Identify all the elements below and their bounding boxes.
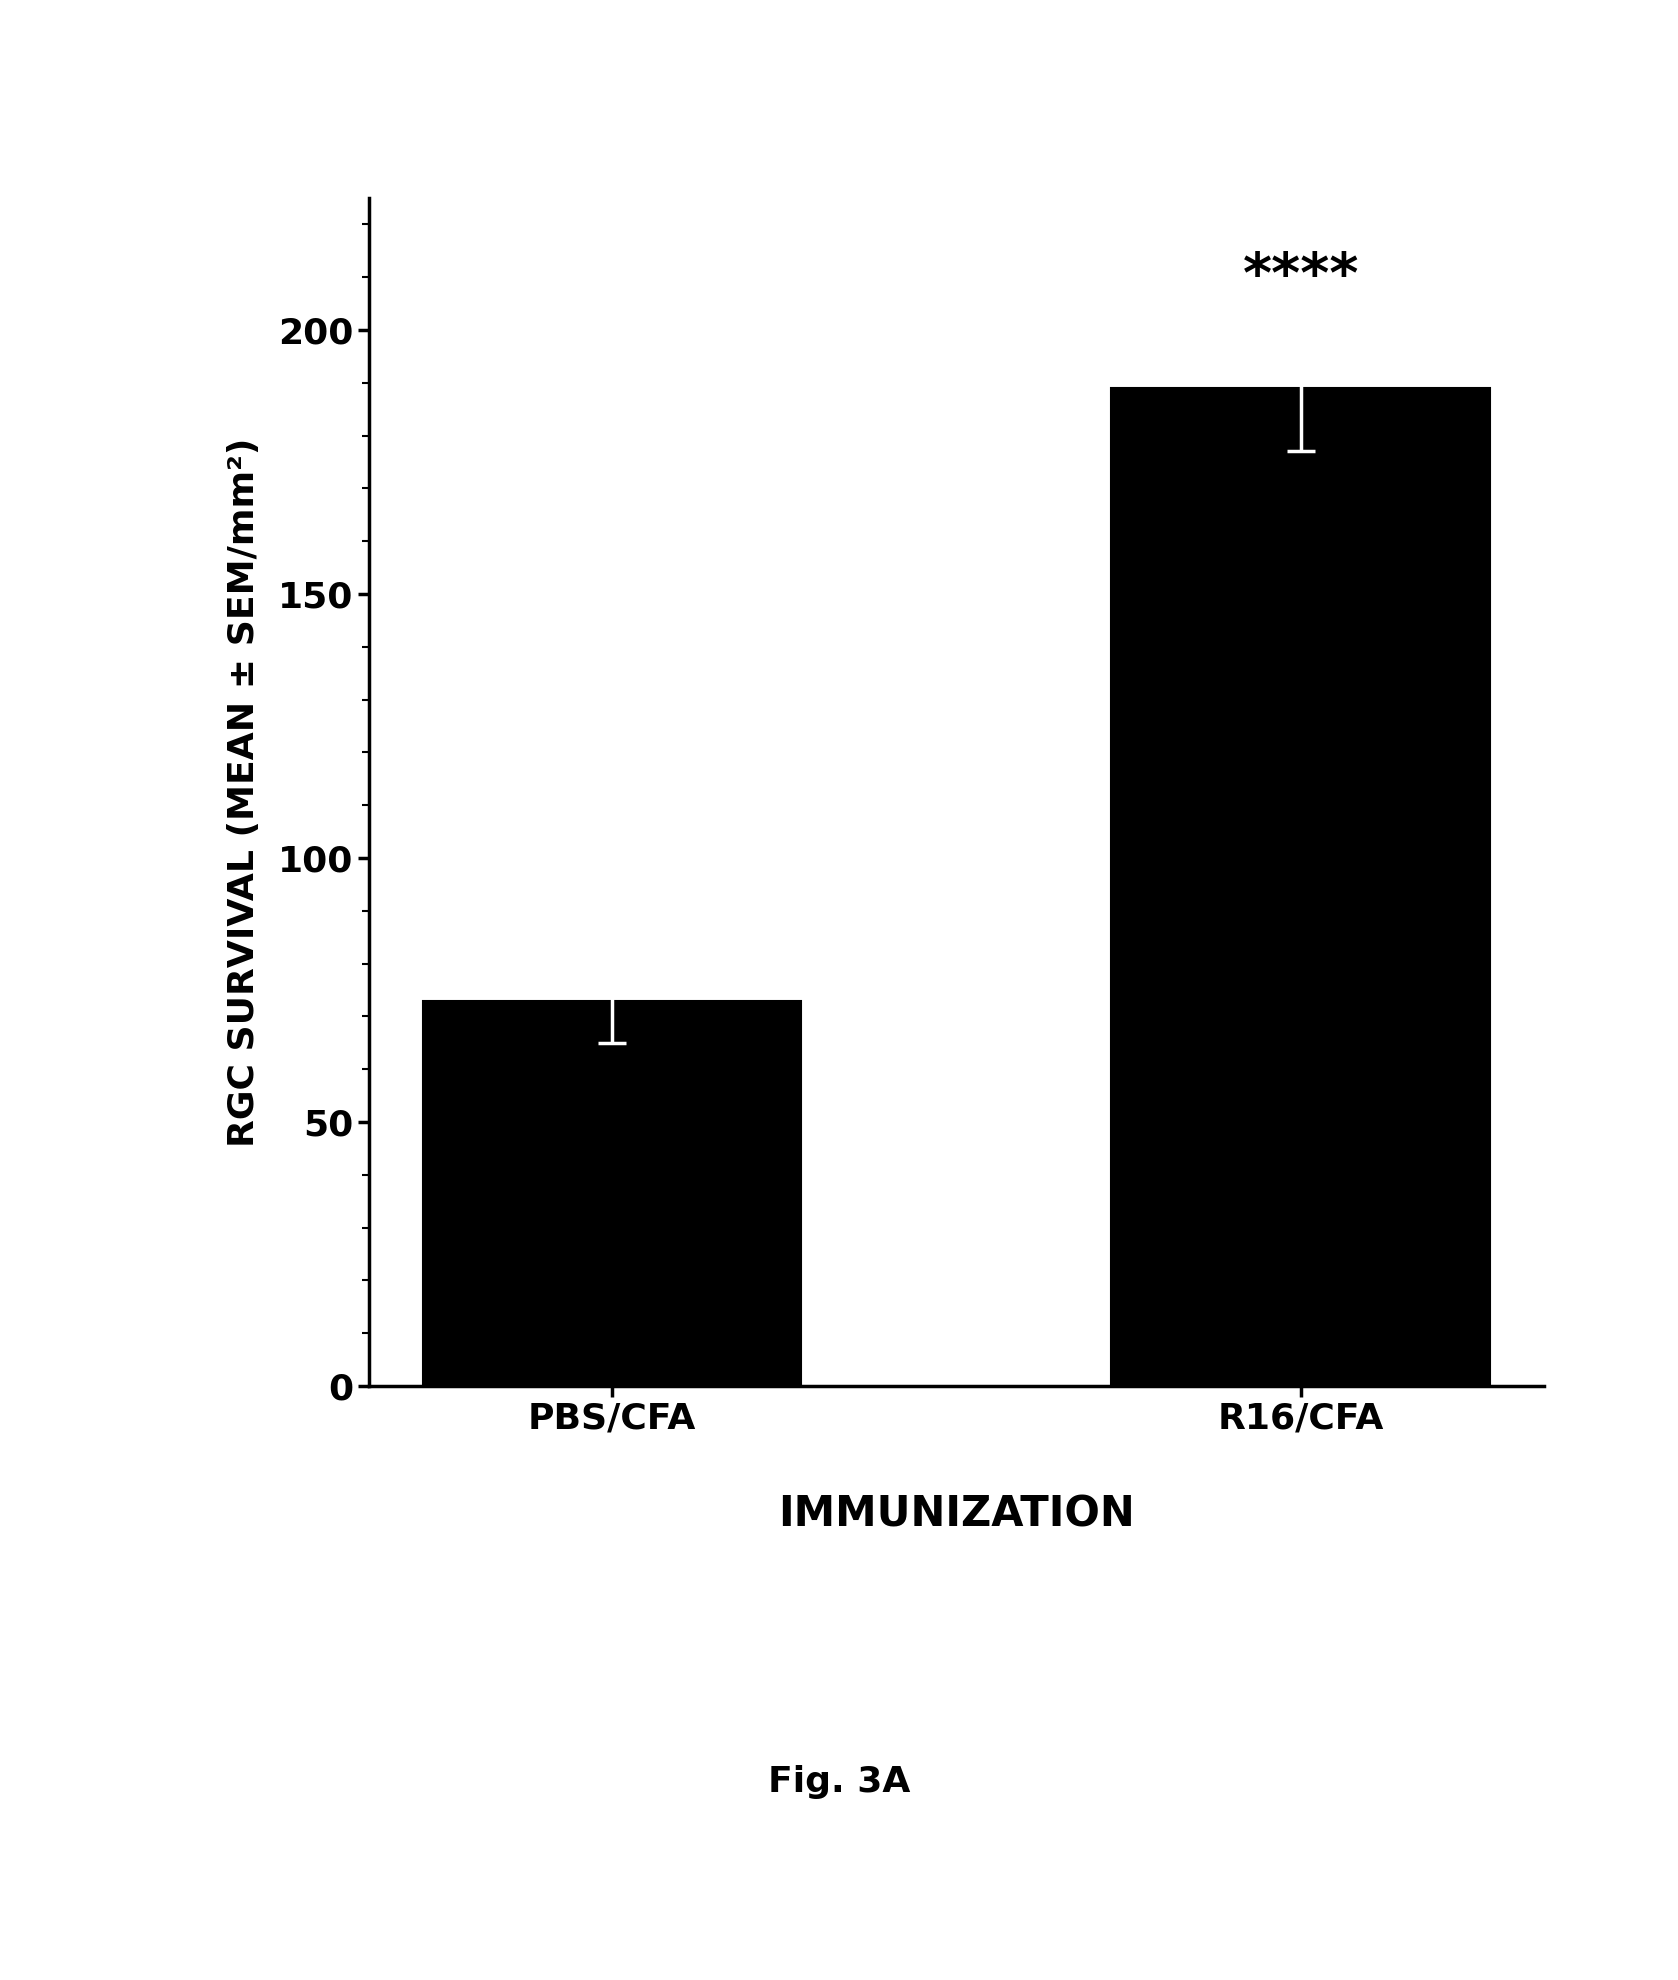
Text: Fig. 3A: Fig. 3A [769,1764,909,1800]
Bar [1111,388,1490,1386]
Text: ****: **** [1243,249,1359,303]
Y-axis label: RGC SURVIVAL (MEAN ± SEM/mm²): RGC SURVIVAL (MEAN ± SEM/mm²) [227,438,262,1146]
Bar [423,1000,802,1386]
Text: IMMUNIZATION: IMMUNIZATION [779,1493,1134,1536]
